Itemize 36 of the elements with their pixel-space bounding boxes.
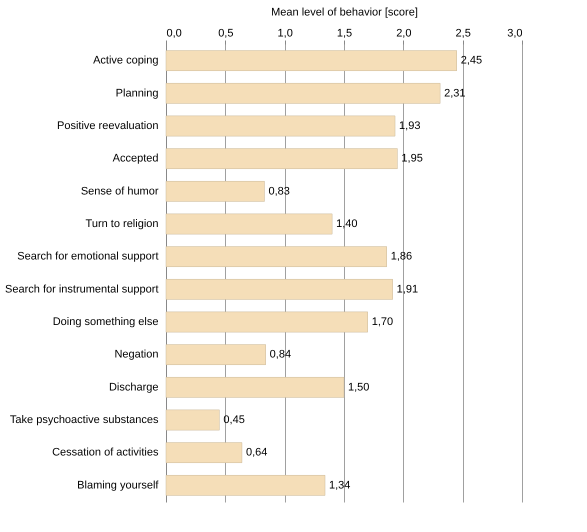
x-axis-title: Mean level of behavior [score]: [271, 6, 418, 18]
y-tick-label: Accepted: [112, 152, 158, 165]
y-tick-label: Turn to religion: [86, 218, 158, 230]
x-tick-label: 0,0: [166, 28, 182, 40]
y-tick-label: Active coping: [93, 54, 158, 67]
data-label: 1,34: [329, 479, 350, 492]
x-tick-label: 2,0: [396, 28, 412, 40]
y-tick-label: Sense of humor: [80, 185, 159, 198]
y-tick-label: Cessation of activities: [52, 446, 159, 459]
data-label: 2,45: [460, 54, 482, 67]
y-tick-label: Positive reevaluation: [56, 120, 158, 132]
x-tick-label: 1,0: [278, 28, 293, 40]
data-label: 1,91: [396, 283, 418, 296]
data-label: 2,31: [444, 87, 466, 100]
x-tick-label: 2,5: [456, 28, 471, 40]
y-tick-label: Search for emotional support: [17, 250, 158, 263]
data-label: 1,93: [399, 120, 420, 132]
y-tick-label: Blaming yourself: [77, 479, 160, 492]
y-tick-label: Discharge: [108, 381, 158, 394]
x-tick-label: 3,0: [507, 28, 522, 40]
y-tick-label: Doing something else: [52, 316, 158, 328]
data-label: 1,86: [390, 250, 412, 263]
x-tick-label: 0,5: [218, 28, 234, 40]
data-label: 0,84: [270, 348, 292, 361]
data-label: 0,45: [223, 414, 245, 426]
y-tick-label: Search for instrumental support: [5, 283, 158, 296]
y-tick-label: Take psychoactive substances: [10, 414, 159, 426]
data-label: 1,95: [401, 152, 423, 165]
x-tick-label: 1,5: [336, 28, 352, 40]
data-label: 1,70: [372, 316, 394, 328]
y-tick-label: Planning: [116, 87, 158, 100]
data-label: 1,40: [336, 218, 358, 230]
data-label: 1,50: [348, 381, 370, 394]
y-tick-label: Negation: [114, 348, 158, 361]
data-label: 0,64: [246, 446, 268, 459]
data-label: 0,83: [268, 185, 290, 198]
